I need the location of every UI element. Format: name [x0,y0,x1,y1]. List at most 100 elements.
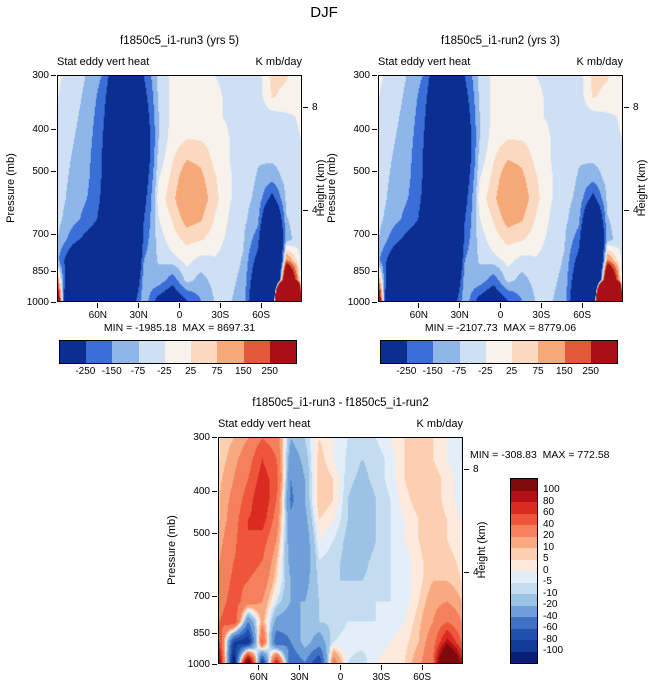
colorbar-tick-label: -150 [101,366,122,377]
colorbar-segment [511,651,537,663]
pressure-tick [51,74,56,76]
latitude-tick-label: 30N [450,310,469,321]
pressure-tick [372,270,377,272]
contour-plot [57,75,302,302]
minmax-label: MIN = -2107.73 MAX = 8779.06 [424,322,577,334]
pressure-tick-label: 1000 [26,296,49,308]
colorbar-segment [511,559,537,571]
latitude-tick-label: 60S [252,310,271,321]
colorbar-segment [511,571,537,583]
colorbar-tick-label: 150 [234,366,252,377]
colorbar-segment [138,341,165,363]
colorbar-segment [590,341,617,363]
contour-plot [378,75,623,302]
colorbar-tick-label: -20 [543,599,558,610]
pressure-tick-label: 1000 [347,296,370,308]
colorbar-segment [243,341,270,363]
height-tick-label: 4 [312,205,318,217]
colorbar-tick-label: 75 [532,366,544,377]
height-tick [624,210,629,212]
colorbar-tick-label: -75 [451,366,467,377]
latitude-tick-label: 0 [337,672,344,683]
height-tick-label: 8 [633,101,639,113]
latitude-tick [581,303,583,308]
latitude-tick [260,303,262,308]
colorbar-segment [511,502,537,514]
units-label: K mb/day [255,56,302,68]
pressure-tick [212,490,217,492]
pressure-tick [212,436,217,438]
colorbar-segment [511,605,537,617]
pressure-axis-title: Pressure (mb) [166,515,178,585]
minmax-label: MIN = -308.83 MAX = 772.58 [470,449,610,461]
colorbar-tick-label: -25 [157,366,172,377]
colorbar-tick-label: -75 [130,366,146,377]
latitude-tick [421,665,423,670]
colorbar-segment [538,341,565,363]
panel-title: f1850c5_i1-run2 (yrs 3) [441,35,560,47]
colorbar-tick-label: 75 [211,366,223,377]
colorbar-segment [512,341,539,363]
colorbar-tick-label: -250 [75,366,96,377]
latitude-tick [380,665,382,670]
colorbar-segment [511,628,537,640]
figure-title: DJF [310,4,338,21]
latitude-tick-label: 30N [129,310,148,321]
colorbar-segment [511,594,537,606]
height-tick [303,106,308,108]
pressure-tick [372,128,377,130]
colorbar-tick-label: 100 [543,484,560,495]
height-tick-label: 4 [473,567,479,579]
pressure-axis-title: Pressure (mb) [5,153,17,223]
colorbar-tick-label: 20 [543,530,555,541]
pressure-tick-label: 300 [32,69,49,81]
colorbar-segment [511,490,537,502]
colorbar-tick-label: -150 [422,366,443,377]
colorbar-segment [164,341,192,363]
height-tick [464,468,469,470]
colorbar [510,478,538,664]
colorbar-segment [511,536,537,548]
pressure-tick [372,170,377,172]
pressure-axis-title: Pressure (mb) [326,153,338,223]
panel-difference: f1850c5_i1-run3 - f1850c5_i1-run2 Stat e… [166,397,610,683]
latitude-tick-label: 0 [176,310,183,321]
colorbar-tick-label: -100 [543,645,564,656]
pressure-tick-label: 700 [32,229,49,241]
latitude-tick-label: 0 [497,310,504,321]
pressure-tick [372,301,377,303]
height-tick-label: 8 [473,463,479,475]
contour-field [379,76,622,301]
colorbar-segment [511,525,537,537]
colorbar-tick-label: -25 [478,366,493,377]
panel-title: f1850c5_i1-run3 - f1850c5_i1-run2 [252,397,429,409]
latitude-tick-label: 60N [88,310,107,321]
colorbar [59,340,297,364]
colorbar-segment [485,341,513,363]
pressure-tick-label: 850 [32,265,49,277]
panel-run3: f1850c5_i1-run3 (yrs 5) Stat eddy vert h… [5,35,327,377]
colorbar-segment [459,341,486,363]
latitude-tick [459,303,461,308]
pressure-tick [212,632,217,634]
colorbar-segment [511,582,537,594]
height-tick [303,210,308,212]
colorbar-tick-label: 25 [185,366,197,377]
latitude-tick [97,303,99,308]
pressure-tick-label: 500 [32,165,49,177]
latitude-tick-label: 60S [413,672,432,683]
colorbar-segment [433,341,460,363]
variable-label: Stat eddy vert heat [57,56,150,68]
pressure-tick [372,234,377,236]
latitude-tick [258,665,260,670]
colorbar-tick-label: 5 [543,553,549,564]
colorbar-segment [381,341,408,363]
colorbar-tick-label: 80 [543,495,555,507]
height-tick [464,572,469,574]
contour-field [219,438,462,663]
height-tick-label: 4 [633,205,639,217]
contour-field [58,76,301,301]
pressure-tick [212,663,217,665]
latitude-tick [540,303,542,308]
